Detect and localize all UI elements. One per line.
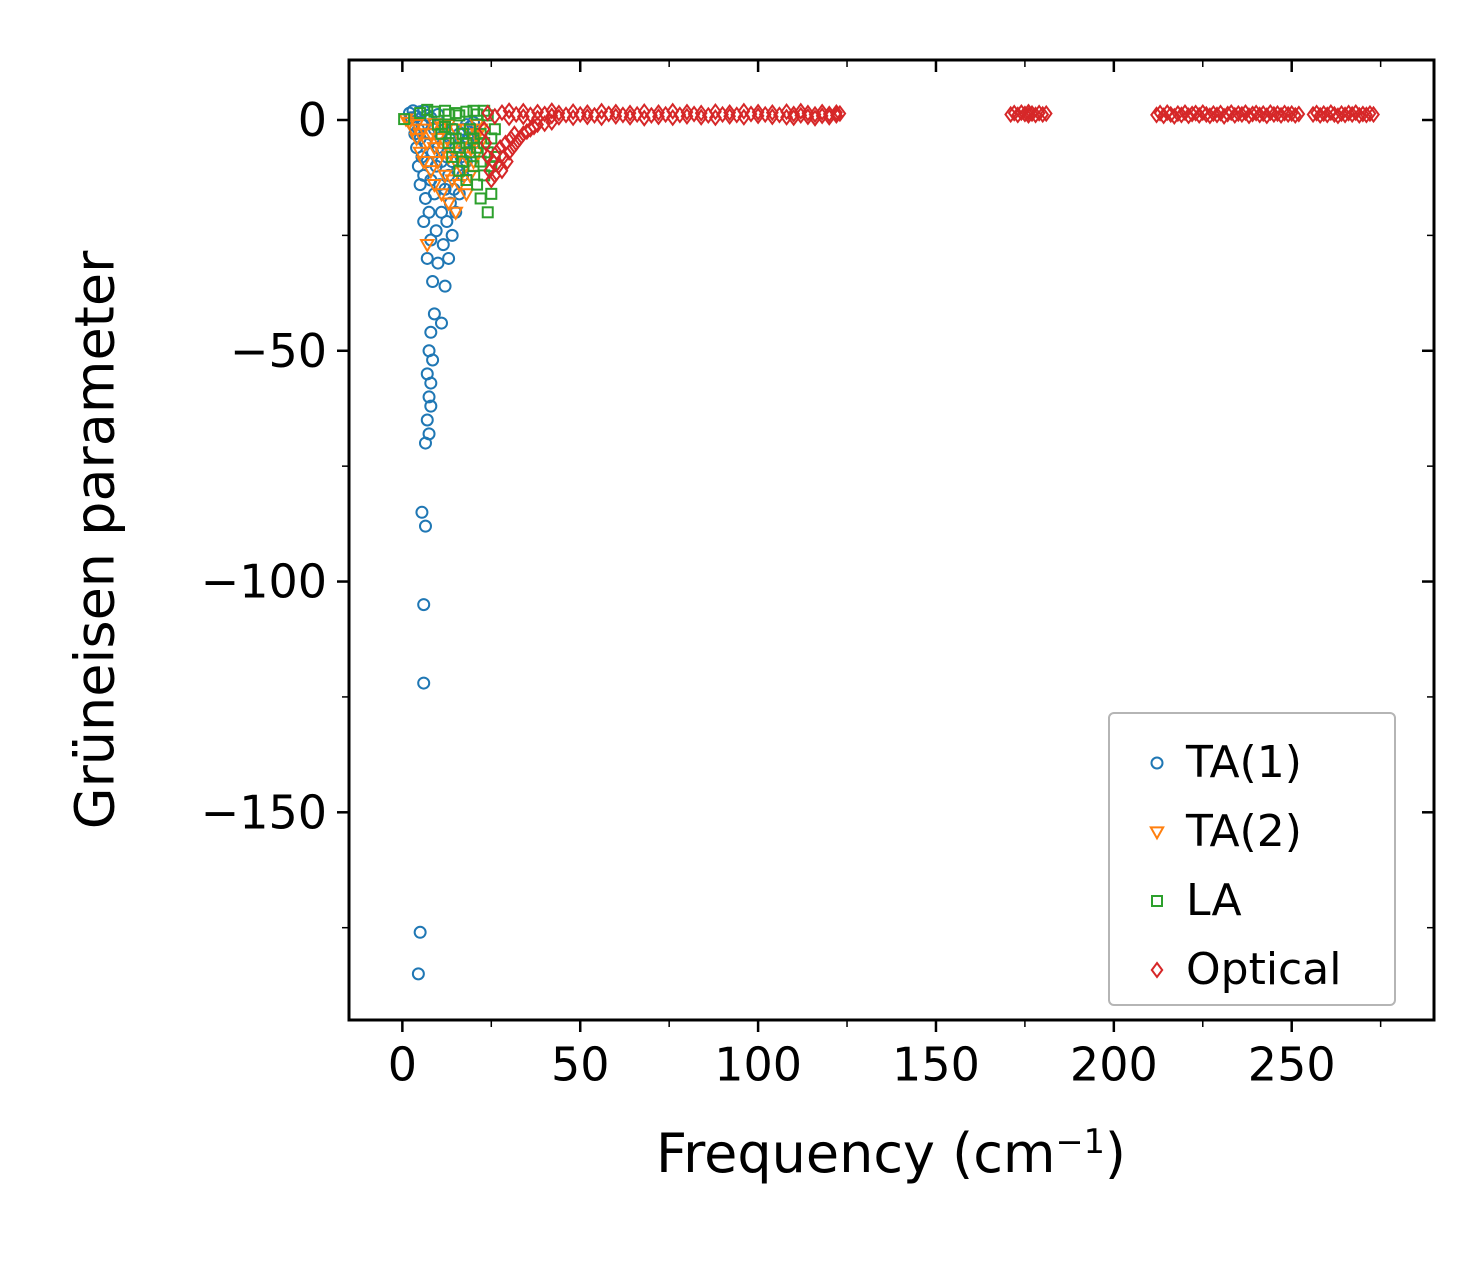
- x-tick-label: 250: [1248, 1037, 1336, 1091]
- legend-item-ta1: TA(1): [1128, 730, 1394, 796]
- x-axis-label: Frequency (cm−1): [656, 1122, 1126, 1185]
- series-optical: [477, 102, 1380, 189]
- x-tick-label: 50: [551, 1037, 610, 1091]
- legend-item-la: LA: [1128, 868, 1394, 934]
- legend-label: TA(1): [1186, 737, 1302, 788]
- series-ta1: [402, 104, 481, 981]
- y-tick-label: −50: [230, 324, 327, 378]
- legend-item-ta2: TA(2): [1128, 799, 1394, 865]
- x-tick-label: 100: [714, 1037, 802, 1091]
- legend-label: TA(2): [1186, 806, 1302, 857]
- ta2-marker-icon: [1128, 817, 1186, 847]
- y-tick-label: 0: [298, 93, 327, 147]
- legend-label: LA: [1186, 875, 1242, 926]
- x-tick-label: 200: [1070, 1037, 1158, 1091]
- x-axis-label-close: ): [1104, 1122, 1126, 1185]
- legend-label: Optical: [1186, 944, 1342, 995]
- legend: TA(1) TA(2) LA Optical: [1108, 712, 1396, 1006]
- x-tick-label: 150: [892, 1037, 980, 1091]
- optical-marker-icon: [1128, 955, 1186, 985]
- axis-ticks: [337, 60, 1434, 1032]
- x-tick-labels: 0 50 100 150 200 250: [388, 1037, 1336, 1091]
- legend-item-optical: Optical: [1128, 937, 1394, 1003]
- la-marker-icon: [1128, 886, 1186, 916]
- y-tick-labels: 0 −50 −100 −150: [201, 93, 327, 839]
- ta1-marker-icon: [1128, 748, 1186, 778]
- x-axis-label-superscript: −1: [1055, 1122, 1105, 1161]
- y-axis-label: Grüneisen parameter: [63, 250, 127, 830]
- x-tick-label: 0: [388, 1037, 417, 1091]
- axes-frame: [347, 58, 1436, 1022]
- y-tick-label: −150: [201, 785, 327, 839]
- y-tick-label: −100: [201, 555, 327, 609]
- x-axis-label-main: Frequency (cm: [656, 1122, 1056, 1185]
